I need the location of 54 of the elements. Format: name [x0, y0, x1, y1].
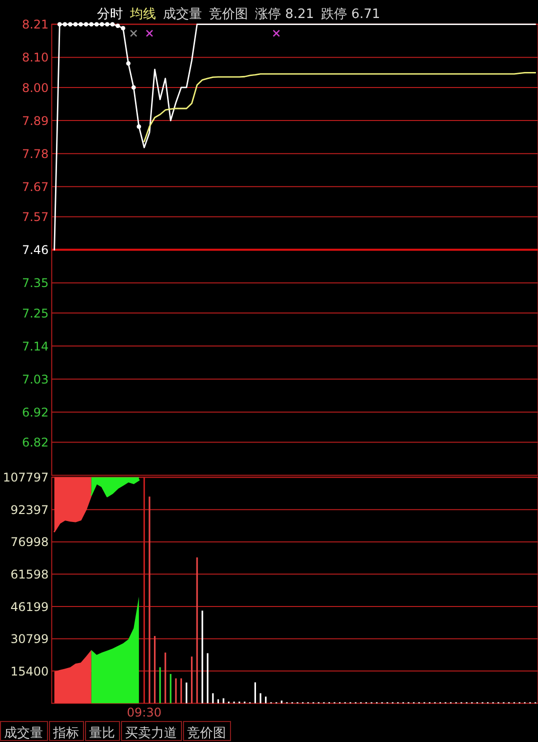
line-series — [54, 24, 536, 250]
point — [89, 22, 94, 26]
point — [94, 22, 99, 26]
y-tick-label: 7.25 — [22, 306, 49, 320]
point — [130, 30, 138, 37]
y-tick-label: 7.46 — [22, 243, 49, 258]
point — [73, 22, 78, 26]
y-tick-label: 76998 — [10, 535, 49, 550]
point — [131, 85, 136, 90]
point — [110, 22, 115, 26]
text: 跌停 6.71 — [321, 7, 380, 22]
y-tick-label: 46199 — [10, 600, 49, 614]
point — [100, 22, 104, 26]
text: 涨停 8.21 — [255, 7, 314, 22]
y-tick-label: 7.14 — [22, 339, 49, 354]
point — [146, 30, 154, 37]
point — [120, 26, 126, 30]
y-tick-label: 92397 — [10, 502, 49, 517]
y-tick-label: 7.03 — [22, 372, 49, 386]
y-tick-label: 15400 — [10, 664, 49, 678]
x-tick-label: 09:30 — [126, 705, 162, 720]
series-label: 分时 — [97, 7, 123, 22]
text: 指标 — [52, 726, 79, 741]
point — [126, 61, 131, 66]
y-tick-label: 8.10 — [22, 50, 49, 65]
point — [136, 124, 142, 129]
y-tick-label: 30799 — [10, 632, 49, 646]
y-tick-label: 61598 — [10, 567, 49, 582]
line-series — [144, 72, 536, 142]
y-tick-label: 7.89 — [22, 114, 49, 128]
point — [57, 22, 62, 26]
point — [78, 22, 83, 26]
text: 买卖力道 — [125, 726, 177, 741]
text: 成交量 — [4, 725, 43, 741]
text: 竞价图 — [187, 726, 226, 741]
y-tick-label: 7.57 — [22, 210, 49, 224]
y-tick-label: 7.67 — [22, 180, 49, 194]
y-tick-label: 107797 — [2, 470, 49, 485]
y-tick-label: 6.82 — [22, 436, 49, 450]
text: 量比 — [89, 726, 115, 741]
point — [105, 22, 110, 26]
point — [62, 22, 68, 26]
point — [84, 22, 88, 26]
text: 成交量 — [163, 6, 202, 22]
point — [68, 22, 72, 26]
y-tick-label: 8.21 — [22, 18, 49, 32]
text: 竞价图 — [209, 7, 248, 22]
y-tick-label: 7.35 — [22, 276, 49, 290]
point — [272, 30, 280, 37]
point — [116, 24, 120, 28]
text: 均线 — [129, 7, 156, 22]
y-tick-label: 8.00 — [22, 80, 49, 95]
y-tick-label: 6.92 — [22, 405, 49, 420]
y-tick-label: 7.78 — [22, 146, 49, 161]
